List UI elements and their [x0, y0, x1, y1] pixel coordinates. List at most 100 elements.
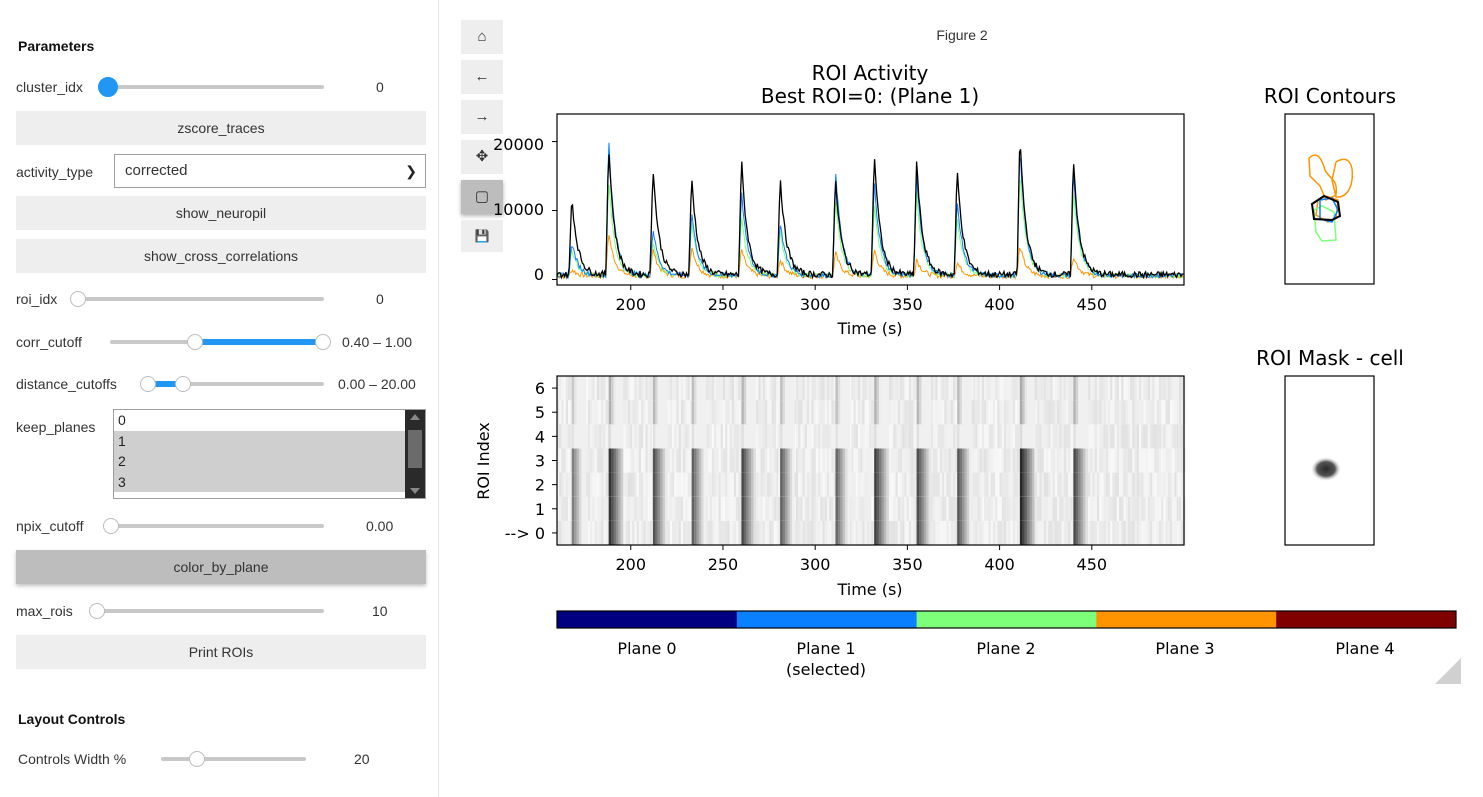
print-rois-button[interactable]: Print ROIs: [16, 635, 426, 669]
corr-cutoff-high-thumb[interactable]: [315, 334, 331, 350]
heatmap-cell: [1183, 520, 1186, 545]
heatmap-cell: [1030, 472, 1033, 497]
distance-cutoffs-high-thumb[interactable]: [175, 376, 191, 392]
controls-width-slider-thumb[interactable]: [189, 751, 205, 767]
controls-panel: Parameters cluster_idx 0 zscore_traces a…: [0, 0, 439, 797]
heatmap-cell: [669, 520, 673, 545]
heatmap-cell: [745, 400, 748, 425]
heatmap-cell: [729, 520, 732, 545]
heatmap-peak-cell: [613, 472, 617, 497]
keep-planes-option[interactable]: 3: [114, 471, 425, 492]
heatmap-cell: [1052, 424, 1055, 449]
npix-cutoff-slider[interactable]: [110, 524, 324, 528]
heatmap-cell: [607, 376, 611, 401]
show-cross-correlations-button[interactable]: show_cross_correlations: [16, 239, 426, 273]
heatmap-cell: [716, 472, 719, 497]
distance-cutoffs-low-thumb[interactable]: [140, 376, 156, 392]
scrollbar-thumb[interactable]: [408, 430, 422, 468]
heatmap-peak-cell: [926, 472, 929, 497]
heatmap-peak-cell: [662, 472, 666, 497]
heatmap-cell: [1077, 424, 1080, 449]
heatmap-cell: [813, 520, 816, 545]
npix-cutoff-slider-thumb[interactable]: [103, 518, 119, 534]
scroll-down-icon[interactable]: [410, 488, 420, 494]
home-button[interactable]: ⌂: [461, 20, 503, 54]
max-rois-slider[interactable]: [97, 609, 324, 613]
heatmap-cell: [1167, 472, 1170, 497]
distance-cutoffs-label: distance_cutoffs: [16, 376, 117, 392]
heatmap-cell: [1012, 400, 1016, 425]
show-neuropil-button[interactable]: show_neuropil: [16, 196, 426, 230]
heatmap-cell: [826, 520, 830, 545]
heatmap-cell: [984, 424, 987, 449]
zscore-traces-button[interactable]: zscore_traces: [16, 111, 426, 145]
heatmap-peak-cell: [746, 400, 749, 425]
heatmap-cell: [935, 424, 938, 449]
heatmap-peak-cell: [1085, 400, 1088, 425]
heatmap-cell: [1083, 376, 1086, 401]
heatmap-cell: [939, 424, 943, 449]
roi-heatmap[interactable]: [557, 376, 1186, 545]
heatmap-cell: [900, 400, 903, 425]
heatmap-cell: [765, 496, 768, 521]
heatmap-cell: [908, 448, 912, 473]
forward-button[interactable]: →: [461, 100, 503, 134]
heatmap-cell: [849, 400, 852, 425]
cluster-idx-slider-thumb[interactable]: [98, 77, 118, 97]
max-rois-slider-thumb[interactable]: [89, 603, 105, 619]
save-button[interactable]: 💾: [461, 220, 503, 252]
heatmap-cell: [1183, 376, 1186, 401]
scroll-up-icon[interactable]: [410, 414, 420, 420]
heatmap-cell: [844, 520, 847, 545]
roi-idx-slider-thumb[interactable]: [70, 291, 86, 307]
heatmap-cell: [1019, 520, 1022, 545]
heatmap-cell: [1096, 472, 1100, 497]
heatmap-cell: [1010, 424, 1013, 449]
roi-idx-slider[interactable]: [78, 297, 324, 301]
heatmap-cell: [853, 496, 856, 521]
heatmap-cell: [826, 496, 830, 521]
heatmap-cell: [1037, 424, 1040, 449]
heatmap-cell: [1081, 448, 1084, 473]
heatmap-peak-cell: [881, 376, 884, 401]
corr-cutoff-low-thumb[interactable]: [187, 334, 203, 350]
heatmap-cell: [937, 400, 940, 425]
pan-button[interactable]: ✥: [461, 140, 503, 174]
keep-planes-option[interactable]: 1: [114, 430, 425, 451]
heatmap-cell: [1015, 496, 1018, 521]
heatmap-cell: [703, 472, 706, 497]
activity-ytick: 0: [534, 265, 544, 284]
distance-cutoffs-slider[interactable]: [148, 382, 324, 386]
heatmap-cell: [618, 520, 622, 545]
heatmap-cell: [835, 448, 839, 473]
keep-planes-option[interactable]: 0: [118, 412, 126, 428]
corr-cutoff-value: 0.40 – 1.00: [342, 334, 413, 350]
keep-planes-option[interactable]: 2: [114, 451, 425, 472]
back-button[interactable]: ←: [461, 60, 503, 94]
heatmap-cell: [1094, 520, 1097, 545]
heatmap-peak-cell: [782, 472, 786, 497]
heatmap-cell: [568, 520, 571, 545]
zoom-button[interactable]: ▢: [461, 180, 503, 214]
cluster-idx-slider[interactable]: [110, 85, 324, 89]
heatmap-cell: [647, 400, 650, 425]
heatmap-cell: [844, 448, 847, 473]
resize-handle[interactable]: [1435, 658, 1461, 684]
activity-type-select[interactable]: corrected ❯: [114, 154, 426, 188]
heatmap-cell: [986, 496, 989, 521]
heatmap-cell: [771, 520, 774, 545]
heatmap-cell: [981, 400, 985, 425]
heatmap-cell: [1041, 496, 1044, 521]
keep-planes-scrollbar[interactable]: [405, 410, 425, 498]
heatmap-peak-cell: [748, 472, 752, 497]
heatmap-cell: [1178, 400, 1182, 425]
heatmap-cell: [784, 400, 788, 425]
heatmap-cell: [897, 448, 900, 473]
heatmap-cell: [767, 424, 770, 449]
color-by-plane-button[interactable]: color_by_plane: [16, 550, 426, 584]
controls-width-slider[interactable]: [161, 757, 306, 761]
keep-planes-listbox[interactable]: 0 1 2 3: [113, 409, 426, 499]
activity-plot[interactable]: [556, 142, 1184, 280]
heatmap-cell: [731, 496, 735, 521]
heatmap-cell: [1132, 472, 1135, 497]
